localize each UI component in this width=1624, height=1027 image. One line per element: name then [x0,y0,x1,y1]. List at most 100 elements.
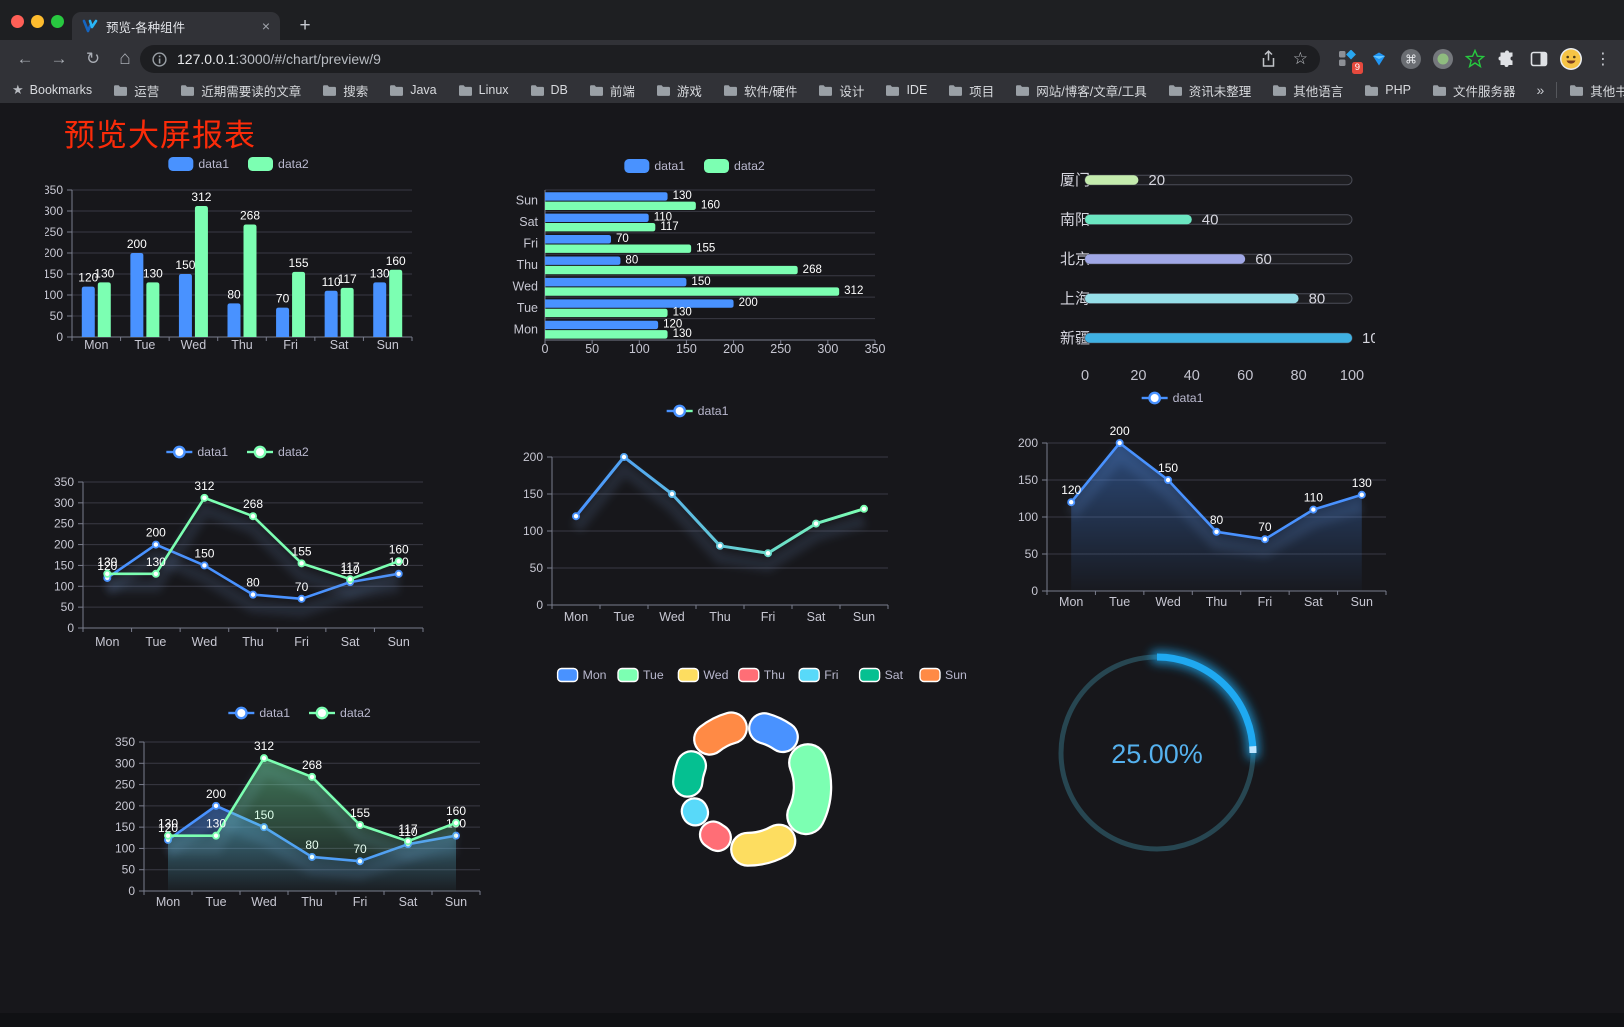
extension-record-icon[interactable] [1430,46,1456,72]
legend-item-data1[interactable]: data1 [624,159,685,173]
extension-grid-icon[interactable]: 9 [1334,46,1363,74]
svg-text:Sat: Sat [399,895,418,909]
forward-button[interactable]: → [50,49,68,68]
extension-gem-icon[interactable] [1366,46,1392,72]
chart-progress-bars[interactable]: 厦门 20 南阳 40 北京 60 上海 80 新疆 100 0 20 40 60 80 100 [1000,158,1387,390]
svg-text:Thu: Thu [301,895,323,909]
extensions-row: 9 ⌘ [1334,45,1616,74]
bookmark-folder-文件服务器[interactable]: 文件服务器 [1432,81,1515,100]
bookmark-folder-网站/博客/文章/工具[interactable]: 网站/博客/文章/工具 [1015,81,1147,100]
pie-slice-Mon [750,714,797,751]
close-window-button[interactable] [11,15,24,28]
legend-item-Thu[interactable]: Thu [738,667,785,682]
legend-item-data2[interactable]: data2 [704,159,765,173]
browser-tab[interactable]: 预览-各种组件 × [72,12,280,40]
pie-slice-Sat [674,752,705,796]
svg-text:Sat: Sat [330,338,349,352]
url-text[interactable]: 127.0.0.1:3000/#/chart/preview/9 [177,51,381,67]
back-button[interactable]: ← [16,49,34,68]
bookmark-folder-Linux[interactable]: Linux [458,83,509,97]
chart-line-two-series[interactable]: data1 data2 0 50 100 150 200 250 300 350 Mon Tue Wed… [45,425,437,655]
chart-line-gradient[interactable]: data1 0 50 100 150 200 Mon Tue Wed Thu Fri Sat Sun [503,398,903,632]
legend-item-data2[interactable]: data2 [247,445,309,459]
reload-button[interactable]: ↻ [85,49,101,68]
chart-area-two-series[interactable]: data1 data2 0 50 100 150 200 250 300 350 Mon Tue Wed… [105,680,490,917]
bookmark-folder-近期需要读的文章[interactable]: 近期需要读的文章 [180,81,301,100]
bookmarks-overflow-chevron[interactable]: » [1536,82,1545,98]
chart-bar-vertical[interactable]: data1 data2 0 50 100 150 200 250 300 350 Mon Tue Wed… [43,150,437,368]
bookmark-folder-PHP[interactable]: PHP [1364,83,1411,97]
bookmark-folder-DB[interactable]: DB [530,83,568,97]
bookmarks-root[interactable]: ★ Bookmarks [12,82,92,98]
bookmark-folder-label: 网站/博客/文章/工具 [1036,84,1147,99]
legend-item-data2[interactable]: data2 [248,157,309,171]
bookmarks-folders: 运营 近期需要读的文章 搜索 Java Linux DB 前端 游戏 软件/硬件 设计 IDE 项目 网… [113,81,1536,100]
chart-area-single[interactable]: data1 0 50 100 150 200 Mon Tue Wed Thu Fri Sat Sun 12… [988,388,1388,616]
zoom-window-button[interactable] [51,15,64,28]
share-icon[interactable] [1260,50,1277,68]
svg-text:20: 20 [1130,368,1146,384]
legend-item-Sun[interactable]: Sun [919,667,967,682]
legend-item-Tue[interactable]: Tue [617,667,664,682]
home-button[interactable]: ⌂ [119,48,131,69]
svg-text:100: 100 [115,841,135,855]
svg-text:312: 312 [254,739,274,753]
legend-item-data1[interactable]: data1 [666,404,729,418]
bookmark-folder-游戏[interactable]: 游戏 [656,81,702,100]
chart-pie-rose[interactable]: Mon Tue Wed Thu Fri Sat Sun [550,630,970,885]
svg-text:130: 130 [673,328,692,340]
legend-item-Mon[interactable]: Mon [556,667,607,682]
chart-gauge-progress[interactable]: 25.00% [1040,633,1280,878]
svg-text:⌘: ⌘ [1405,53,1417,67]
svg-text:data2: data2 [340,706,371,720]
side-panel-icon[interactable] [1526,46,1552,72]
pie-slice-Tue [788,745,830,833]
bookmark-folder-前端[interactable]: 前端 [589,81,635,100]
bookmark-folder-IDE[interactable]: IDE [885,83,927,97]
svg-text:268: 268 [803,264,822,276]
legend-item-data1[interactable]: data1 [166,445,228,459]
bookmark-folder-Java[interactable]: Java [389,83,437,97]
profile-avatar[interactable] [1558,46,1584,72]
site-info-icon[interactable] [152,51,167,67]
svg-text:100: 100 [629,342,650,356]
legend-item-Wed[interactable]: Wed [677,667,729,682]
svg-text:Sat: Sat [1304,595,1323,609]
svg-text:Sun: Sun [388,635,410,649]
bookmark-folder-label: Linux [478,83,509,97]
legend-item-data1[interactable]: data1 [228,706,290,720]
bookmark-folder-label: 近期需要读的文章 [201,84,302,99]
bookmark-star-icon[interactable]: ☆ [1292,49,1308,68]
legend-item-data1[interactable]: data1 [168,157,229,171]
bookmark-folder-资讯未整理[interactable]: 资讯未整理 [1168,81,1251,100]
svg-text:117: 117 [338,272,357,286]
svg-text:250: 250 [115,778,135,792]
svg-text:0: 0 [1031,584,1038,598]
bookmark-folder-项目[interactable]: 项目 [948,81,994,100]
browser-menu-icon[interactable]: ⋮ [1595,51,1611,68]
legend-item-data2[interactable]: data2 [309,706,371,720]
bookmark-folder-其他语言[interactable]: 其他语言 [1272,81,1343,100]
svg-text:50: 50 [50,309,64,323]
legend-item-Fri[interactable]: Fri [798,667,839,682]
chart-bar-horizontal[interactable]: data1 data2 Sun Sat Fri Thu Wed Tue Mon 0 50 100 150… [503,150,895,368]
svg-text:160: 160 [701,200,720,212]
legend-item-data1[interactable]: data1 [1141,391,1204,405]
legend-item-Sat[interactable]: Sat [858,667,904,682]
other-bookmarks[interactable]: 其他书签 [1569,81,1624,100]
tab-close-icon[interactable]: × [261,18,270,34]
extension-command-icon[interactable]: ⌘ [1398,46,1424,72]
address-bar[interactable]: 127.0.0.1:3000/#/chart/preview/9 ☆ [140,45,1320,73]
bookmark-folder-设计[interactable]: 设计 [818,81,864,100]
bookmark-folder-软件/硬件[interactable]: 软件/硬件 [723,81,797,100]
bookmark-folder-运营[interactable]: 运营 [113,81,159,100]
bookmark-folder-搜索[interactable]: 搜索 [322,81,368,100]
extensions-puzzle-icon[interactable] [1494,46,1520,72]
new-tab-button[interactable]: + [299,15,311,36]
svg-text:50: 50 [530,561,544,575]
minimize-window-button[interactable] [31,15,44,28]
extension-star-icon[interactable] [1462,46,1488,72]
svg-text:Thu: Thu [764,668,785,682]
folder-icon [723,84,737,96]
svg-text:新疆: 新疆 [1060,330,1090,347]
